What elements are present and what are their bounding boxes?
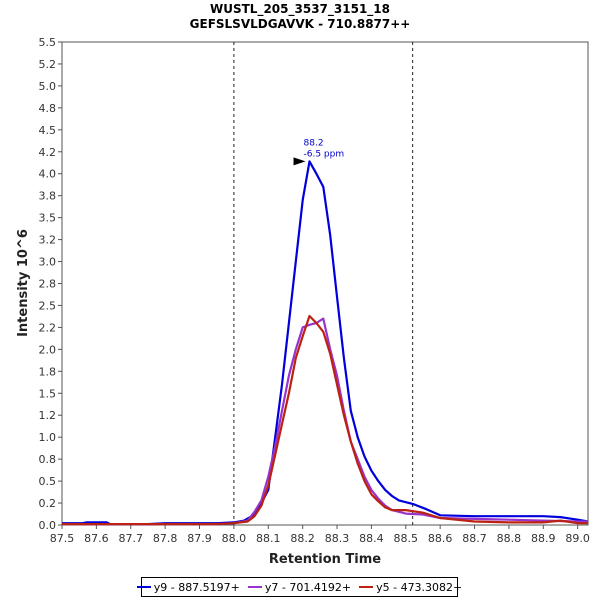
- y-tick-label: 1.0: [39, 431, 57, 444]
- y-axis-ticks: 0.0 0.2 0.5 0.8 1.0 1.2 1.5 1.8 2.0 2.2 2.5 2.8 3.0 3…: [39, 36, 62, 532]
- y-tick-label: 3.2: [39, 234, 57, 247]
- x-tick-label: 88.6: [428, 532, 453, 545]
- y-tick-label: 2.8: [39, 278, 57, 291]
- legend-swatch: [247, 586, 262, 588]
- x-tick-label: 87.6: [84, 532, 109, 545]
- x-axis-ticks: 87.5 87.6 87.7 87.8 87.9 88.0 88.1 88.2 88.3 88.4…: [50, 525, 590, 545]
- x-tick-label: 88.9: [531, 532, 556, 545]
- y-tick-label: 5.2: [39, 58, 57, 71]
- y-tick-label: 3.5: [39, 212, 57, 225]
- x-tick-label: 87.9: [187, 532, 212, 545]
- legend-label: y5 - 473.3082+: [376, 580, 463, 594]
- series-group: [62, 160, 589, 526]
- y-tick-label: 4.0: [39, 168, 57, 181]
- y-tick-label: 3.0: [39, 256, 57, 269]
- y-tick-label: 0.8: [39, 453, 57, 466]
- x-tick-label: 88.0: [222, 532, 247, 545]
- chart-subtitle: GEFSLSVLDGAVVK - 710.8877++: [190, 17, 411, 31]
- y-tick-label: 1.8: [39, 365, 57, 378]
- y-tick-label: 5.0: [39, 80, 57, 93]
- legend-item-3: y5 - 473.3082+: [359, 581, 462, 594]
- y-tick-label: 0.2: [39, 497, 57, 510]
- y-tick-label: 0.0: [39, 519, 57, 532]
- x-tick-label: 87.8: [153, 532, 178, 545]
- y-tick-label: 2.5: [39, 299, 57, 312]
- peak-annotation-ppm: -6.5 ppm: [304, 149, 345, 159]
- y-tick-label: 1.5: [39, 387, 57, 400]
- x-tick-label: 89.0: [565, 532, 590, 545]
- legend-swatch: [359, 586, 374, 588]
- x-tick-label: 88.3: [325, 532, 350, 545]
- y-tick-label: 3.8: [39, 190, 57, 203]
- x-tick-label: 88.1: [256, 532, 281, 545]
- y-tick-label: 2.0: [39, 343, 57, 356]
- peak-boundaries: [233, 42, 414, 525]
- x-tick-label: 88.8: [497, 532, 522, 545]
- x-tick-label: 87.7: [119, 532, 144, 545]
- chart-title: WUSTL_205_3537_3151_18: [210, 2, 390, 17]
- peak-annotation-rt: 88.2: [304, 138, 324, 148]
- y-tick-label: 2.2: [39, 321, 57, 334]
- x-tick-label: 88.7: [462, 532, 487, 545]
- x-axis-label: Retention Time: [269, 552, 381, 567]
- y-axis-label: Intensity 10^6: [16, 229, 31, 337]
- legend-label: y7 - 701.4192+: [264, 580, 352, 594]
- legend: y9 - 887.5197+ y7 - 701.4192+ y5 - 473.308…: [136, 577, 462, 597]
- y-tick-label: 4.2: [39, 146, 57, 159]
- x-tick-label: 88.2: [290, 532, 315, 545]
- series-line-3: [62, 314, 588, 526]
- y-tick-label: 4.5: [39, 124, 57, 137]
- x-tick-label: 87.5: [50, 532, 75, 545]
- peak-annotation: 88.2 -6.5 ppm: [293, 138, 345, 166]
- plot-area: [61, 41, 589, 526]
- legend-item-1: y9 - 887.5197+: [136, 580, 240, 594]
- y-tick-label: 4.8: [39, 102, 57, 115]
- legend-label: y9 - 887.5197+: [153, 580, 240, 594]
- y-tick-label: 1.2: [39, 409, 57, 422]
- x-tick-label: 88.5: [394, 532, 419, 545]
- legend-item-2: y7 - 701.4192+: [247, 580, 352, 594]
- y-tick-label: 5.5: [39, 36, 57, 49]
- x-tick-label: 88.4: [359, 532, 384, 545]
- legend-swatch: [136, 586, 151, 588]
- peak-marker-icon: [293, 157, 306, 166]
- y-tick-label: 0.5: [39, 475, 57, 488]
